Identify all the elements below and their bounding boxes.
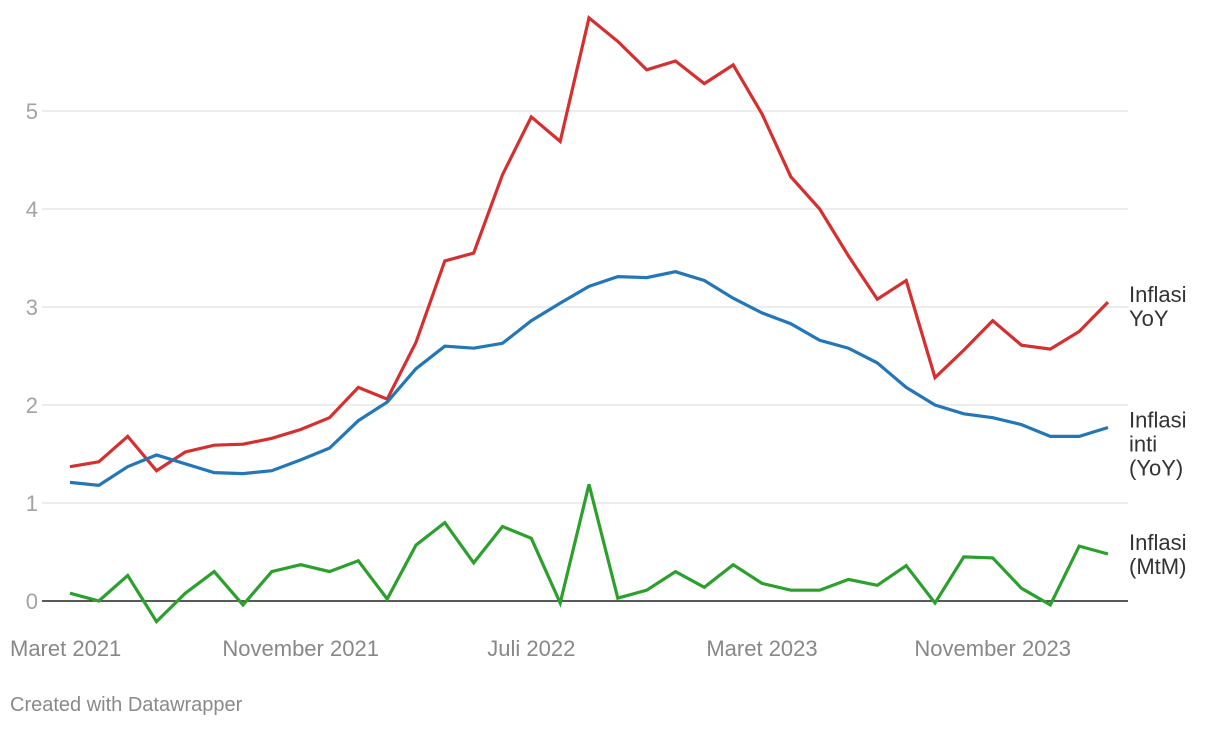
y-tick-label: 5 [26,99,38,124]
series-labels: Inflasi YoY Inflasi inti (YoY) Inflasi (MtM) [1129,282,1186,579]
y-tick-label: 3 [26,295,38,320]
series-label-3: Inflasi (MtM) [1129,530,1186,579]
series-lines [69,15,1110,625]
series-line-1 [69,15,1110,473]
x-tick-label: Maret 2021 [10,636,121,661]
y-tick-label: 2 [26,393,38,418]
x-axis-tick-labels: Maret 2021 November 2021 Juli 2022 Maret 20… [10,636,1071,661]
series-label-1: Inflasi YoY [1129,282,1186,331]
series-line-2 [69,270,1109,488]
x-tick-label: Juli 2022 [487,636,575,661]
series-label-2: Inflasi inti (YoY) [1129,408,1186,481]
series-line-3 [69,484,1109,625]
y-axis-tick-labels: 0 1 2 3 4 5 [26,99,38,614]
x-tick-label: Maret 2023 [706,636,817,661]
y-tick-label: 0 [26,589,38,614]
credit-text: Created with Datawrapper [10,694,243,716]
y-tick-label: 4 [26,197,38,222]
x-tick-label: November 2021 [222,636,379,661]
grid-lines [42,110,1128,602]
y-tick-label: 1 [26,491,38,516]
x-tick-label: November 2023 [914,636,1071,661]
